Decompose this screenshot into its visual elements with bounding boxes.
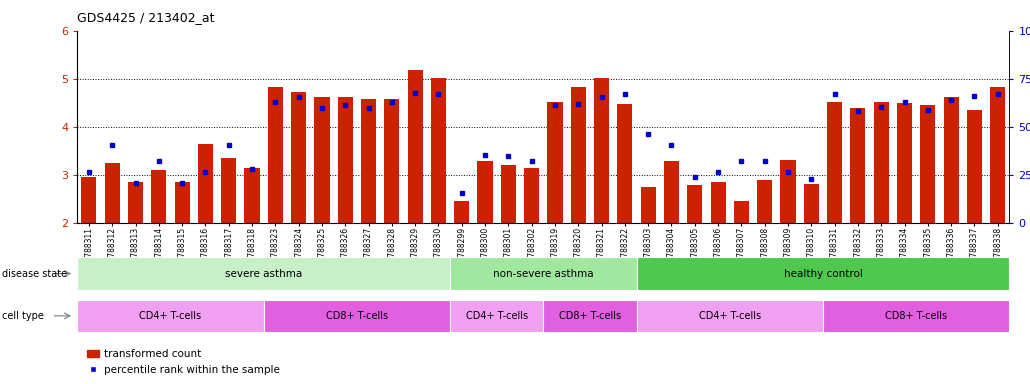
Bar: [338, 97, 353, 223]
Bar: [291, 92, 306, 223]
Text: CD8+ T-cells: CD8+ T-cells: [559, 311, 621, 321]
Bar: [431, 78, 446, 223]
Bar: [873, 102, 889, 223]
Text: CD4+ T-cells: CD4+ T-cells: [466, 311, 527, 321]
Bar: [920, 105, 935, 223]
Text: disease state: disease state: [2, 268, 67, 279]
Bar: [617, 104, 632, 223]
Text: CD4+ T-cells: CD4+ T-cells: [139, 311, 202, 321]
Bar: [827, 102, 843, 223]
Bar: [128, 182, 143, 223]
Bar: [711, 182, 726, 223]
Bar: [268, 88, 283, 223]
Legend: transformed count, percentile rank within the sample: transformed count, percentile rank withi…: [82, 345, 284, 379]
Bar: [384, 99, 400, 223]
Bar: [478, 161, 492, 223]
Bar: [594, 78, 609, 223]
Bar: [664, 161, 679, 223]
Bar: [757, 180, 772, 223]
Bar: [641, 187, 656, 223]
Bar: [221, 158, 236, 223]
Text: CD8+ T-cells: CD8+ T-cells: [885, 311, 948, 321]
Bar: [897, 103, 913, 223]
Text: severe asthma: severe asthma: [225, 268, 303, 279]
Bar: [501, 165, 516, 223]
Bar: [81, 177, 97, 223]
Bar: [174, 182, 190, 223]
Bar: [524, 167, 540, 223]
Bar: [244, 167, 260, 223]
Bar: [851, 109, 865, 223]
Text: GDS4425 / 213402_at: GDS4425 / 213402_at: [77, 12, 214, 25]
Bar: [943, 97, 959, 223]
Bar: [198, 144, 213, 223]
Bar: [454, 201, 470, 223]
Bar: [408, 70, 422, 223]
Text: non-severe asthma: non-severe asthma: [493, 268, 593, 279]
Bar: [360, 99, 376, 223]
Bar: [990, 88, 1005, 223]
Bar: [967, 110, 982, 223]
Bar: [105, 163, 119, 223]
Bar: [781, 161, 795, 223]
Bar: [314, 97, 330, 223]
Bar: [151, 170, 167, 223]
Bar: [547, 102, 562, 223]
Bar: [803, 184, 819, 223]
Text: healthy control: healthy control: [784, 268, 862, 279]
Bar: [687, 185, 702, 223]
Text: CD8+ T-cells: CD8+ T-cells: [325, 311, 388, 321]
Bar: [571, 88, 586, 223]
Text: CD4+ T-cells: CD4+ T-cells: [698, 311, 761, 321]
Bar: [733, 201, 749, 223]
Text: cell type: cell type: [2, 311, 44, 321]
